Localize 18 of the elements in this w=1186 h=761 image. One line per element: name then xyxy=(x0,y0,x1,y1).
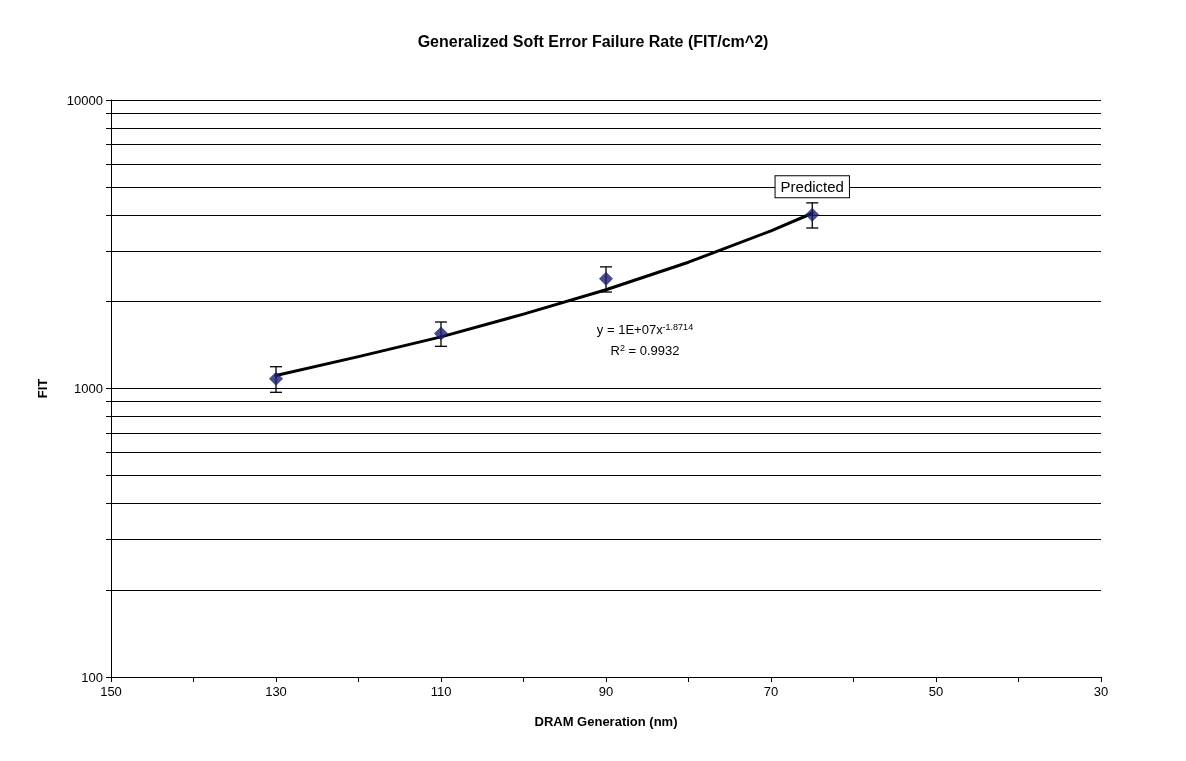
x-tick-label: 150 xyxy=(100,684,122,699)
x-axis-title: DRAM Generation (nm) xyxy=(534,714,678,729)
x-tick-label: 130 xyxy=(265,684,287,699)
x-tick-label: 110 xyxy=(430,684,452,699)
point xyxy=(269,371,283,386)
point xyxy=(434,326,448,341)
x-tick-label: 50 xyxy=(928,684,944,699)
y-tick-label: 100 xyxy=(81,669,103,685)
x-tick-label: 70 xyxy=(763,684,779,699)
point xyxy=(599,271,613,286)
y-tick-label: 1000 xyxy=(74,381,103,396)
point xyxy=(805,207,820,222)
y-tick-label: 10000 xyxy=(66,92,103,108)
y-axis-title: FIT xyxy=(35,378,50,399)
annotation: Predicted xyxy=(780,178,844,196)
chart-title: Generalized Soft Error Failure Rate (FIT/cm^2) xyxy=(417,32,769,50)
x-tick-label: 30 xyxy=(1093,684,1109,699)
x-tick-label: 90 xyxy=(598,684,614,699)
